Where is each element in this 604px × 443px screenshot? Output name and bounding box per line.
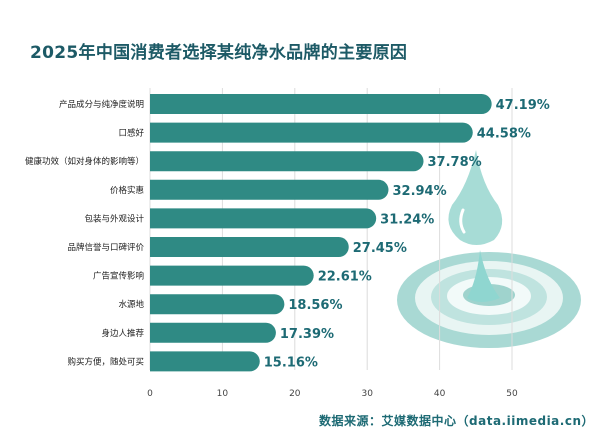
- bar: [150, 94, 492, 114]
- x-tick-label: 0: [147, 389, 153, 399]
- category-label: 购买方便，随处可买: [67, 356, 144, 367]
- data-label: 32.94%: [392, 184, 446, 199]
- data-label: 17.39%: [280, 327, 334, 342]
- category-label: 健康功效（如对身体的影响等）: [25, 156, 144, 167]
- x-tick-label: 40: [434, 389, 446, 399]
- bar: [150, 179, 389, 200]
- data-label: 22.61%: [318, 270, 372, 285]
- data-label: 47.19%: [496, 98, 550, 113]
- bar: [150, 237, 349, 257]
- bar: [150, 122, 473, 143]
- data-label: 15.16%: [264, 355, 318, 370]
- chart-title: 2025年中国消费者选择某纯净水品牌的主要原因: [30, 43, 408, 63]
- x-tick-label: 30: [361, 389, 373, 399]
- category-label: 品牌信誉与口碑评价: [67, 242, 144, 253]
- category-label: 广告宣传影响: [93, 271, 144, 282]
- category-label: 身边人推荐: [101, 328, 144, 339]
- data-label: 27.45%: [353, 241, 407, 256]
- x-tick-label: 20: [289, 389, 301, 399]
- x-tick-label: 10: [217, 389, 229, 399]
- category-label: 产品成分与纯净度说明: [59, 99, 144, 110]
- x-tick-label: 50: [506, 389, 518, 399]
- bar: [150, 322, 276, 343]
- data-label: 18.56%: [288, 298, 342, 313]
- data-label: 31.24%: [380, 212, 434, 227]
- category-label: 包装与外观设计: [84, 213, 144, 224]
- bar: [150, 294, 285, 315]
- bar: [150, 265, 314, 286]
- category-label: 价格实惠: [110, 185, 144, 196]
- data-label: 44.58%: [477, 127, 531, 142]
- bar: [150, 208, 377, 229]
- data-source: 数据来源：艾媒数据中心（data.iimedia.cn）: [319, 414, 594, 428]
- bar: [150, 351, 260, 372]
- category-label: 水源地: [118, 299, 144, 310]
- water-drop-illustration: [397, 150, 581, 348]
- category-label: 口感好: [118, 128, 144, 139]
- data-label: 37.78%: [428, 155, 482, 170]
- bar: [150, 151, 424, 172]
